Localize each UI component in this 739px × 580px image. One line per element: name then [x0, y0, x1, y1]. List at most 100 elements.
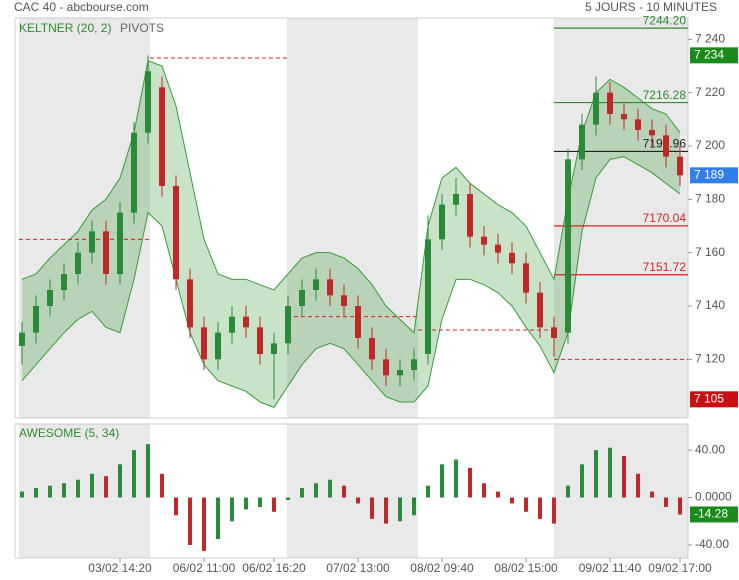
- x-tick-label: 06/02 16:20: [242, 561, 306, 575]
- pivot-label: 7151.72: [643, 260, 687, 274]
- oscillator-bar: [370, 497, 374, 519]
- oscillator-bar: [468, 467, 472, 498]
- candle-body: [201, 327, 207, 360]
- candle-body: [341, 295, 347, 306]
- oscillator-bar: [636, 473, 640, 498]
- candle-body: [299, 290, 305, 306]
- oscillator-bar: [440, 464, 444, 498]
- price-marker-label: 7 189: [694, 168, 724, 182]
- candle-body: [663, 135, 669, 157]
- candle-body: [607, 92, 613, 114]
- pivot-label: 7170.04: [643, 211, 687, 225]
- x-tick-label: 09/02 17:00: [648, 561, 712, 575]
- oscillator-bar: [384, 497, 388, 524]
- candle-body: [173, 186, 179, 280]
- y-tick-label: 7 180: [695, 192, 725, 206]
- y-tick-label: 40.00: [695, 442, 725, 456]
- candle-body: [229, 316, 235, 333]
- candle-body: [285, 306, 291, 344]
- oscillator-bar: [608, 447, 612, 498]
- candle-body: [579, 124, 585, 160]
- candle-body: [621, 114, 627, 120]
- candle-body: [103, 231, 109, 274]
- price-marker-label: 7 234: [694, 48, 724, 62]
- candle-body: [117, 212, 123, 274]
- oscillator-bar: [132, 450, 136, 498]
- candle-body: [47, 290, 53, 306]
- candle-body: [61, 274, 67, 290]
- candle-body: [453, 194, 459, 205]
- candle-body: [75, 252, 81, 274]
- candle-body: [271, 343, 277, 354]
- oscillator-bar: [524, 497, 528, 512]
- legend-keltner: KELTNER (20, 2): [19, 21, 111, 35]
- oscillator-bar: [160, 473, 164, 498]
- oscillator-bar: [230, 497, 234, 522]
- header-left: CAC 40 - abcbourse.com: [14, 0, 149, 14]
- oscillator-bar: [216, 497, 220, 540]
- oscillator-bar: [244, 497, 248, 510]
- oscillator-bar: [552, 497, 556, 524]
- candle-body: [243, 316, 249, 328]
- pivot-label: 7244.20: [643, 13, 687, 27]
- oscillator-bar: [62, 483, 66, 498]
- day-shading: [19, 18, 688, 558]
- candle-body: [131, 132, 137, 213]
- candle-body: [425, 239, 431, 354]
- candle-body: [19, 332, 25, 346]
- last-value-marker: [690, 506, 738, 523]
- oscillator-bar: [90, 473, 94, 498]
- candle-body: [635, 119, 641, 130]
- y-tick-label: 7 200: [695, 138, 725, 152]
- candle-body: [159, 87, 165, 186]
- oscillator-bar: [594, 450, 598, 498]
- candle-body: [411, 359, 417, 370]
- candle-body: [439, 204, 445, 240]
- oscillator-bar: [580, 464, 584, 498]
- candle-body: [523, 263, 529, 293]
- candle-body: [565, 159, 571, 333]
- header-right: 5 JOURS - 10 MINUTES: [585, 0, 717, 14]
- legend-pivots: PIVOTS: [120, 21, 164, 35]
- y-tick-label: 7 160: [695, 245, 725, 259]
- oscillator-bar: [20, 491, 24, 498]
- x-tick-label: 03/02 14:20: [88, 561, 152, 575]
- oscillator-bar: [622, 456, 626, 498]
- candle-body: [33, 306, 39, 333]
- oscillator-bar: [566, 485, 570, 498]
- candle-body: [593, 92, 599, 125]
- candle-body: [481, 236, 487, 245]
- candle-body: [257, 327, 263, 354]
- candle-body: [355, 306, 361, 338]
- candle-body: [327, 279, 333, 296]
- oscillator-bar: [272, 497, 276, 512]
- x-tick-label: 08/02 09:40: [410, 561, 474, 575]
- oscillator-bar: [538, 497, 542, 519]
- oscillator-bar: [188, 497, 192, 545]
- candle-body: [215, 332, 221, 360]
- pivot-label: 7216.28: [643, 88, 687, 102]
- oscillator-bar: [314, 483, 318, 498]
- oscillator-bar: [426, 485, 430, 498]
- candle-body: [89, 231, 95, 253]
- candle-body: [495, 244, 501, 253]
- keltner-fill: [22, 60, 680, 408]
- candle-body: [313, 279, 319, 290]
- oscillator-bar: [174, 497, 178, 516]
- candle-body: [649, 130, 655, 136]
- y-tick-label: 7 240: [695, 32, 725, 46]
- candle-body: [145, 71, 151, 133]
- oscillator-bar: [664, 497, 668, 508]
- oscillator-bar: [650, 491, 654, 498]
- candle-body: [551, 327, 557, 338]
- main-panel: [14, 17, 689, 419]
- oscillator-bar: [482, 483, 486, 498]
- oscillator-bar: [76, 479, 80, 498]
- oscillator-bar: [300, 488, 304, 498]
- oscillator-bar: [104, 476, 108, 498]
- candle-body: [467, 194, 473, 237]
- price-marker: [690, 391, 738, 408]
- oscillator-bar: [146, 444, 150, 498]
- oscillator-panel: [14, 423, 689, 559]
- x-tick-label: 09/02 11:40: [579, 561, 642, 575]
